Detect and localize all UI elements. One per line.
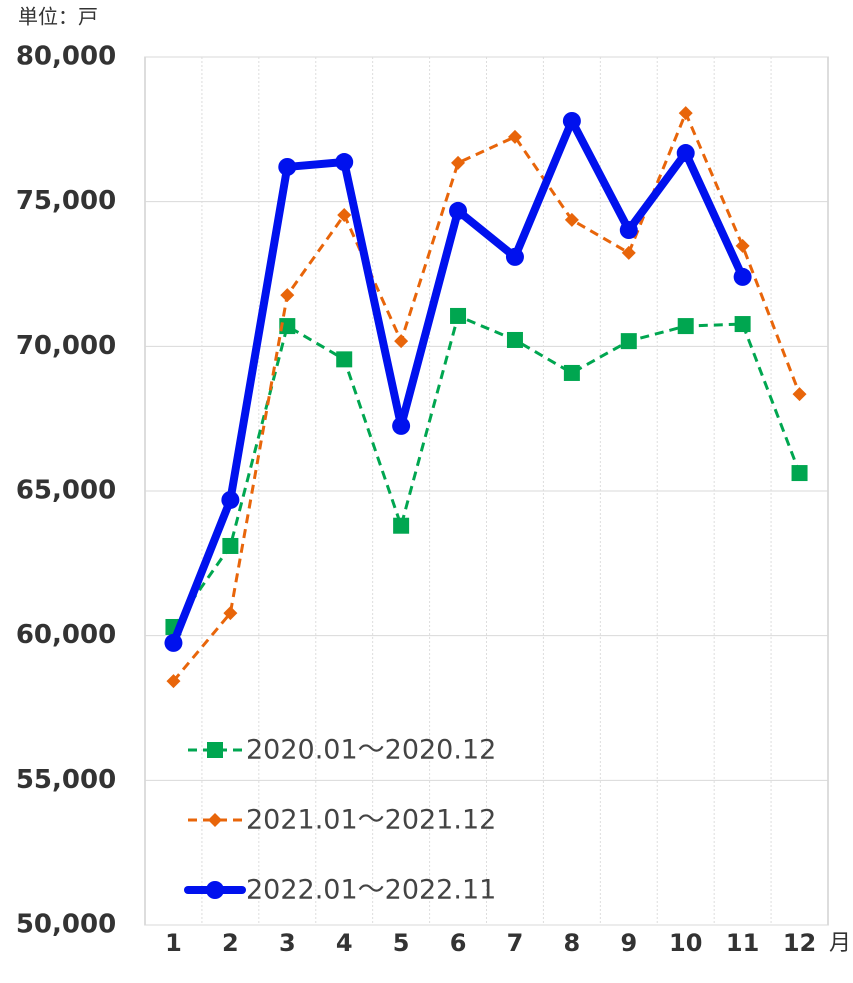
data-point (278, 157, 297, 176)
data-point (394, 334, 409, 349)
legend-marker (207, 742, 223, 758)
data-point (279, 318, 296, 335)
data-point (734, 316, 751, 333)
y-tick-label: 65,000 (16, 476, 116, 506)
data-point (393, 517, 410, 534)
data-point (564, 212, 579, 227)
data-point (506, 331, 523, 348)
data-point (221, 490, 240, 509)
unit-label: 単位：戸 (18, 5, 98, 29)
y-tick-label: 60,000 (16, 620, 116, 650)
data-point (620, 333, 637, 350)
x-tick-label: 12 (783, 929, 816, 957)
data-point (619, 221, 638, 240)
series-line (172, 314, 801, 628)
data-point (735, 238, 750, 253)
data-point (563, 364, 580, 381)
legend-label: 2020.01～2020.12 (246, 735, 496, 766)
data-point (677, 318, 694, 335)
legend-marker (206, 881, 224, 899)
data-point (507, 129, 522, 144)
data-point (733, 267, 752, 286)
y-tick-label: 80,000 (16, 42, 116, 72)
data-point (280, 288, 295, 303)
data-point (449, 201, 468, 220)
x-tick-label: 8 (564, 929, 581, 957)
data-point (335, 153, 354, 172)
data-point (336, 351, 353, 368)
data-point (791, 465, 808, 482)
data-point (678, 106, 693, 121)
x-tick-label: 10 (669, 929, 702, 957)
data-point (621, 245, 636, 260)
data-point (792, 387, 807, 402)
data-point (392, 416, 411, 435)
data-point (676, 144, 695, 163)
data-point (450, 307, 467, 324)
x-tick-label: 5 (393, 929, 410, 957)
x-tick-label: 2 (222, 929, 239, 957)
data-point (562, 111, 581, 130)
data-point (164, 633, 183, 652)
x-tick-label: 6 (450, 929, 467, 957)
data-point (505, 247, 524, 266)
x-tick-label: 1 (165, 929, 182, 957)
data-point (451, 155, 466, 170)
x-tick-label: 9 (620, 929, 637, 957)
legend-label: 2022.01～2022.11 (246, 875, 496, 906)
y-tick-label: 50,000 (16, 910, 116, 940)
legend-marker (208, 813, 222, 827)
y-tick-label: 55,000 (16, 765, 116, 795)
data-point (223, 606, 238, 621)
x-tick-label: 4 (336, 929, 353, 957)
data-point (337, 207, 352, 222)
x-unit-label: 月 (829, 931, 851, 956)
data-point (222, 537, 239, 554)
legend-label: 2021.01～2021.12 (246, 805, 496, 836)
x-tick-label: 7 (507, 929, 524, 957)
y-tick-label: 75,000 (16, 186, 116, 216)
y-tick-label: 70,000 (16, 331, 116, 361)
x-tick-label: 11 (726, 929, 759, 957)
x-tick-label: 3 (279, 929, 296, 957)
data-point (166, 674, 181, 689)
